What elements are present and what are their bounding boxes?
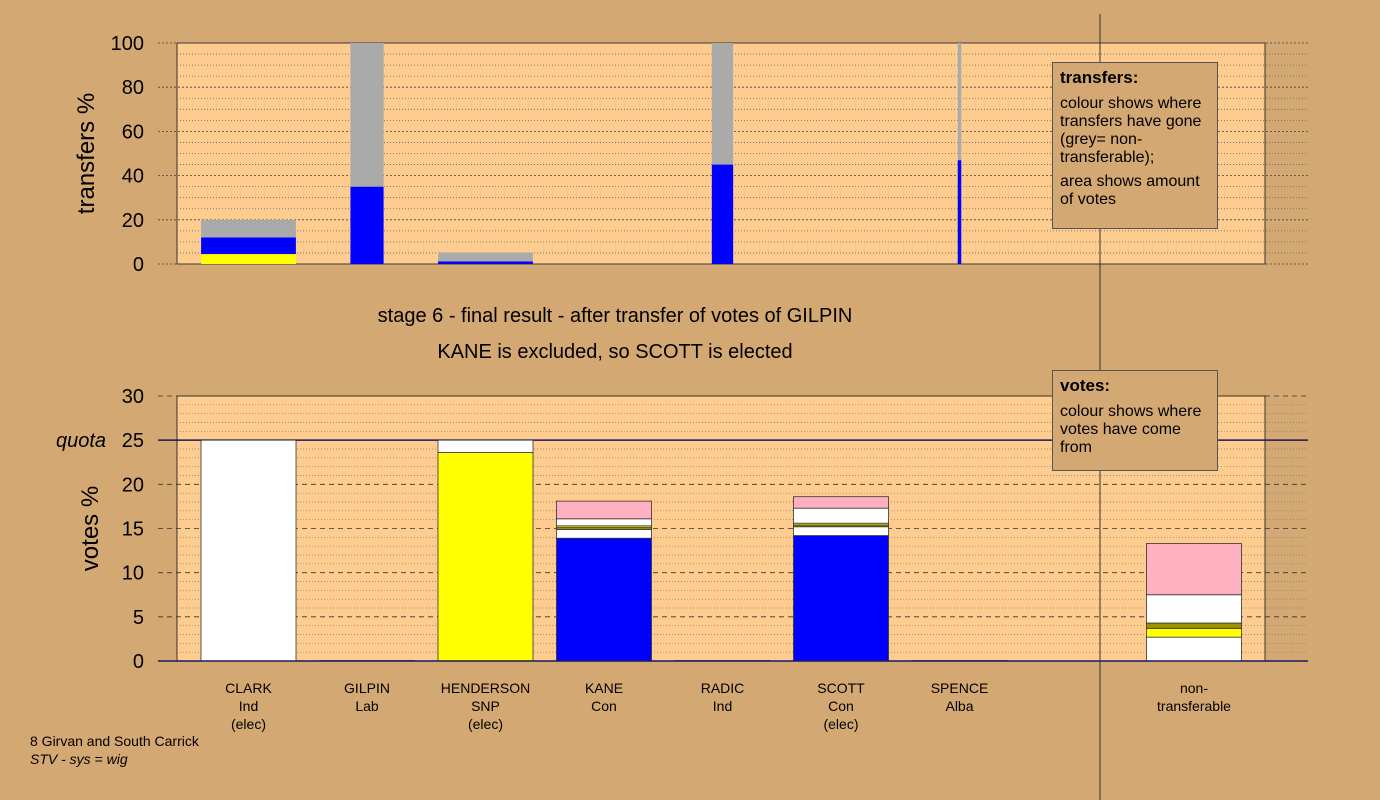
transfer-bar-segment	[201, 254, 296, 264]
transfer-bar-segment	[350, 43, 384, 187]
vote-bar-segment	[1146, 636, 1242, 662]
candidate-party: Ind	[713, 698, 732, 714]
vote-bar-segment	[1146, 543, 1242, 596]
candidate-name: CLARK	[225, 680, 272, 696]
transfers-tick-label: 20	[122, 210, 144, 232]
transfers-tick-label: 60	[122, 121, 144, 143]
vote-bar-segment	[793, 496, 889, 509]
votes-tick-label: 5	[133, 607, 144, 629]
transfer-bar-segment	[711, 164, 734, 264]
transfers-tick-label: 80	[122, 77, 144, 99]
vote-bar-segment	[793, 535, 889, 662]
vote-bar-segment	[1146, 594, 1242, 624]
transfers-legend-colour-text: colour shows where transfers have gone (…	[1060, 95, 1202, 166]
nontransferable-label: non-	[1180, 680, 1208, 696]
candidate-party: Lab	[355, 698, 379, 714]
quota-label: quota	[56, 430, 106, 452]
votes-tick-label: 20	[122, 474, 144, 496]
candidate-name: HENDERSON	[441, 680, 530, 696]
vote-bar-segment	[437, 439, 534, 453]
vote-bar-segment	[1146, 622, 1242, 629]
transfers-legend-area-text: area shows amount of votes	[1060, 173, 1200, 208]
candidate-party: Con	[591, 698, 617, 714]
vote-bar-segment	[556, 518, 652, 527]
candidate-status: (elec)	[468, 716, 503, 732]
votes-tick-label: 10	[122, 563, 144, 585]
votes-tick-label: 0	[133, 651, 144, 673]
system-label: STV - sys = wig	[30, 751, 128, 767]
transfer-bar-segment	[957, 160, 962, 264]
candidate-labels: CLARK Ind (elec) GILPIN Lab HENDERSON SNP (elec…	[225, 680, 1231, 732]
transfer-bar-segment	[711, 43, 734, 165]
votes-axis-label: votes %	[77, 486, 104, 571]
candidate-name: SCOTT	[817, 680, 865, 696]
vote-bar-segment	[793, 507, 889, 524]
nontransferable-label: transferable	[1157, 698, 1231, 714]
transfers-legend-title: transfers:	[1060, 68, 1139, 87]
transfers-tick-label: 0	[133, 254, 144, 276]
transfer-bar-segment	[957, 43, 962, 161]
transfers-tick-label: 100	[111, 33, 144, 55]
votes-tick-label: 15	[122, 519, 144, 541]
candidate-name: SPENCE	[931, 680, 989, 696]
vote-bar-segment	[437, 452, 534, 662]
vote-bar-segment	[200, 439, 297, 662]
transfer-bar-segment	[201, 237, 296, 255]
vote-bar-segment	[793, 526, 889, 536]
quota-value: 25	[122, 430, 144, 452]
transfers-legend: transfers: colour shows where transfers …	[1052, 62, 1218, 229]
votes-legend-title: votes:	[1060, 376, 1111, 395]
candidate-name: KANE	[585, 680, 623, 696]
candidate-status: (elec)	[231, 716, 266, 732]
candidate-party: SNP	[471, 698, 500, 714]
candidate-party: Ind	[239, 698, 258, 714]
transfer-bar-segment	[350, 186, 384, 264]
transfer-bar-segment	[438, 252, 533, 262]
transfers-tick-label: 40	[122, 166, 144, 188]
candidate-party: Con	[828, 698, 854, 714]
votes-legend-colour-text: colour shows where votes have come from	[1060, 403, 1202, 456]
votes-legend: votes: colour shows where votes have com…	[1052, 370, 1218, 471]
candidate-party: Alba	[945, 698, 973, 714]
candidate-name: RADIC	[701, 680, 745, 696]
transfers-axis-label: transfers %	[73, 93, 100, 214]
stage-result: KANE is excluded, so SCOTT is elected	[437, 341, 793, 363]
transfer-bar-segment	[438, 261, 533, 264]
constituency-label: 8 Girvan and South Carrick	[30, 733, 199, 749]
votes-tick-label: 30	[122, 386, 144, 408]
vote-bar-segment	[556, 500, 652, 520]
candidate-name: GILPIN	[344, 680, 390, 696]
vote-bar-segment	[556, 537, 652, 662]
stage-title: stage 6 - final result - after transfer …	[377, 305, 853, 327]
vote-bar-segment	[1146, 627, 1242, 638]
candidate-status: (elec)	[823, 716, 858, 732]
transfer-bar-segment	[201, 219, 296, 238]
vote-bar-segment	[556, 528, 652, 539]
